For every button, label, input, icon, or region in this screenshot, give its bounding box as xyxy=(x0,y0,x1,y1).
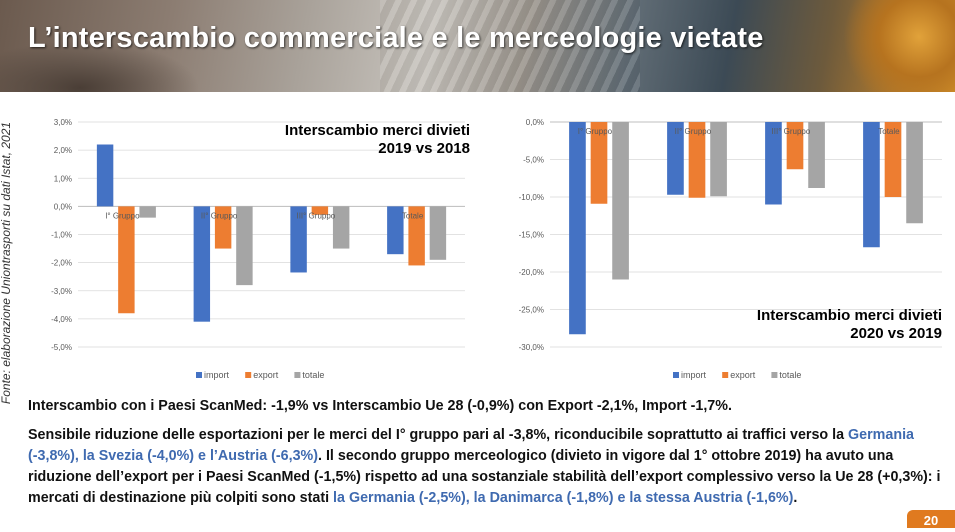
y-tick-label: -5,0% xyxy=(51,343,72,352)
bar-export xyxy=(214,206,232,249)
bar-export xyxy=(311,206,329,215)
page-title: L’interscambio commerciale e le merceolo… xyxy=(28,22,764,54)
legend-label-totale: totale xyxy=(779,370,801,380)
y-tick-label: -4,0% xyxy=(51,315,72,324)
y-tick-label: -2,0% xyxy=(51,259,72,268)
legend-label-export: export xyxy=(730,370,756,380)
legend-swatch-export xyxy=(245,372,252,378)
y-tick-label: 0,0% xyxy=(526,118,544,127)
category-label: II° Gruppo xyxy=(675,127,712,136)
bar-import xyxy=(569,122,586,335)
bar-import xyxy=(667,122,684,195)
chart-title-line: Interscambio merci divieti xyxy=(285,122,470,139)
bar-export xyxy=(786,122,804,170)
paragraph-text-2: . Il secondo gruppo merceologico (diviet… xyxy=(28,448,941,506)
y-tick-label: -30,0% xyxy=(519,343,544,352)
bar-import xyxy=(193,206,211,322)
legend-swatch-totale xyxy=(294,372,301,378)
bar-totale xyxy=(710,122,727,197)
chart-title-line: Interscambio merci divieti xyxy=(757,307,942,324)
bar-totale xyxy=(429,206,447,260)
y-tick-label: -25,0% xyxy=(519,306,544,315)
category-label: III° Gruppo xyxy=(296,211,335,220)
bar-import xyxy=(387,206,404,255)
chart-2020-vs-2019: 0,0% -5,0% -10,0% -15,0% -20,0% -25,0% -30,0% I… xyxy=(519,118,942,380)
bar-totale xyxy=(906,122,923,224)
category-label: I° Gruppo xyxy=(578,127,613,136)
chart-title-line: 2020 vs 2019 xyxy=(850,325,942,342)
y-tick-label: -20,0% xyxy=(519,268,544,277)
header-banner: L’interscambio commerciale e le merceolo… xyxy=(0,0,955,92)
bar-totale xyxy=(236,206,253,286)
y-tick-label: 2,0% xyxy=(54,146,72,155)
bar-export xyxy=(408,206,425,266)
paragraph-highlight-1: Germania (-3,8%), la Svezia (-4,0%) e l’… xyxy=(28,427,915,464)
y-tick-label: 0,0% xyxy=(54,202,72,211)
chart-2019-vs-2018: 3,0% 2,0% 1,0% 0,0% -1,0% -2,0% -3,0% -4,0% -5,0… xyxy=(51,118,470,380)
category-label: I° Gruppo xyxy=(105,211,140,220)
y-tick-label: -15,0% xyxy=(519,231,544,240)
bar-export xyxy=(590,122,608,204)
legend-swatch-totale xyxy=(771,372,778,378)
paragraph-highlight-2: la Germania (-2,5%), la Danimarca (-1,8%… xyxy=(333,490,794,506)
y-tick-label: -5,0% xyxy=(523,156,544,165)
category-label: Totale xyxy=(402,211,424,220)
banner-background-highway xyxy=(380,0,640,92)
legend-label-totale: totale xyxy=(302,370,324,380)
bar-export xyxy=(688,122,706,198)
paragraph-interscambio: Interscambio con i Paesi ScanMed: -1,9% … xyxy=(28,398,732,414)
bar-export xyxy=(884,122,902,197)
banner-background-trees xyxy=(835,0,955,92)
paragraph-text-1: Sensibile riduzione delle esportazioni p… xyxy=(28,427,849,443)
bar-totale xyxy=(332,206,350,249)
bar-export xyxy=(118,206,135,314)
legend-swatch-export xyxy=(722,372,729,378)
y-tick-label: -3,0% xyxy=(51,287,72,296)
legend-label-export: export xyxy=(253,370,279,380)
category-label: Totale xyxy=(878,127,900,136)
y-tick-label: 1,0% xyxy=(54,174,72,183)
paragraph-esportazioni: Sensibile riduzione delle esportazioni p… xyxy=(28,425,942,509)
category-label: II° Gruppo xyxy=(201,211,238,220)
legend-swatch-import xyxy=(673,372,679,378)
source-note: Fonte: elaborazione Uniontrasporti su da… xyxy=(0,121,13,405)
banner-background-hill xyxy=(0,40,200,92)
page-number: 20 xyxy=(907,510,955,528)
legend-label-import: import xyxy=(204,370,230,380)
bar-totale xyxy=(808,122,825,188)
y-tick-label: -1,0% xyxy=(51,231,72,240)
legend-label-import: import xyxy=(681,370,707,380)
y-tick-label: 3,0% xyxy=(54,118,72,127)
y-tick-label: -10,0% xyxy=(519,193,544,202)
bar-import xyxy=(765,122,782,205)
bar-totale xyxy=(612,122,629,280)
chart-title-line: 2019 vs 2018 xyxy=(378,140,470,157)
bar-totale xyxy=(139,206,156,218)
category-label: III° Gruppo xyxy=(772,127,811,136)
bar-import xyxy=(863,122,880,248)
legend-swatch-import xyxy=(196,372,202,378)
bar-import xyxy=(96,144,114,207)
bar-import xyxy=(290,206,307,273)
paragraph-text-3: . xyxy=(793,490,798,506)
